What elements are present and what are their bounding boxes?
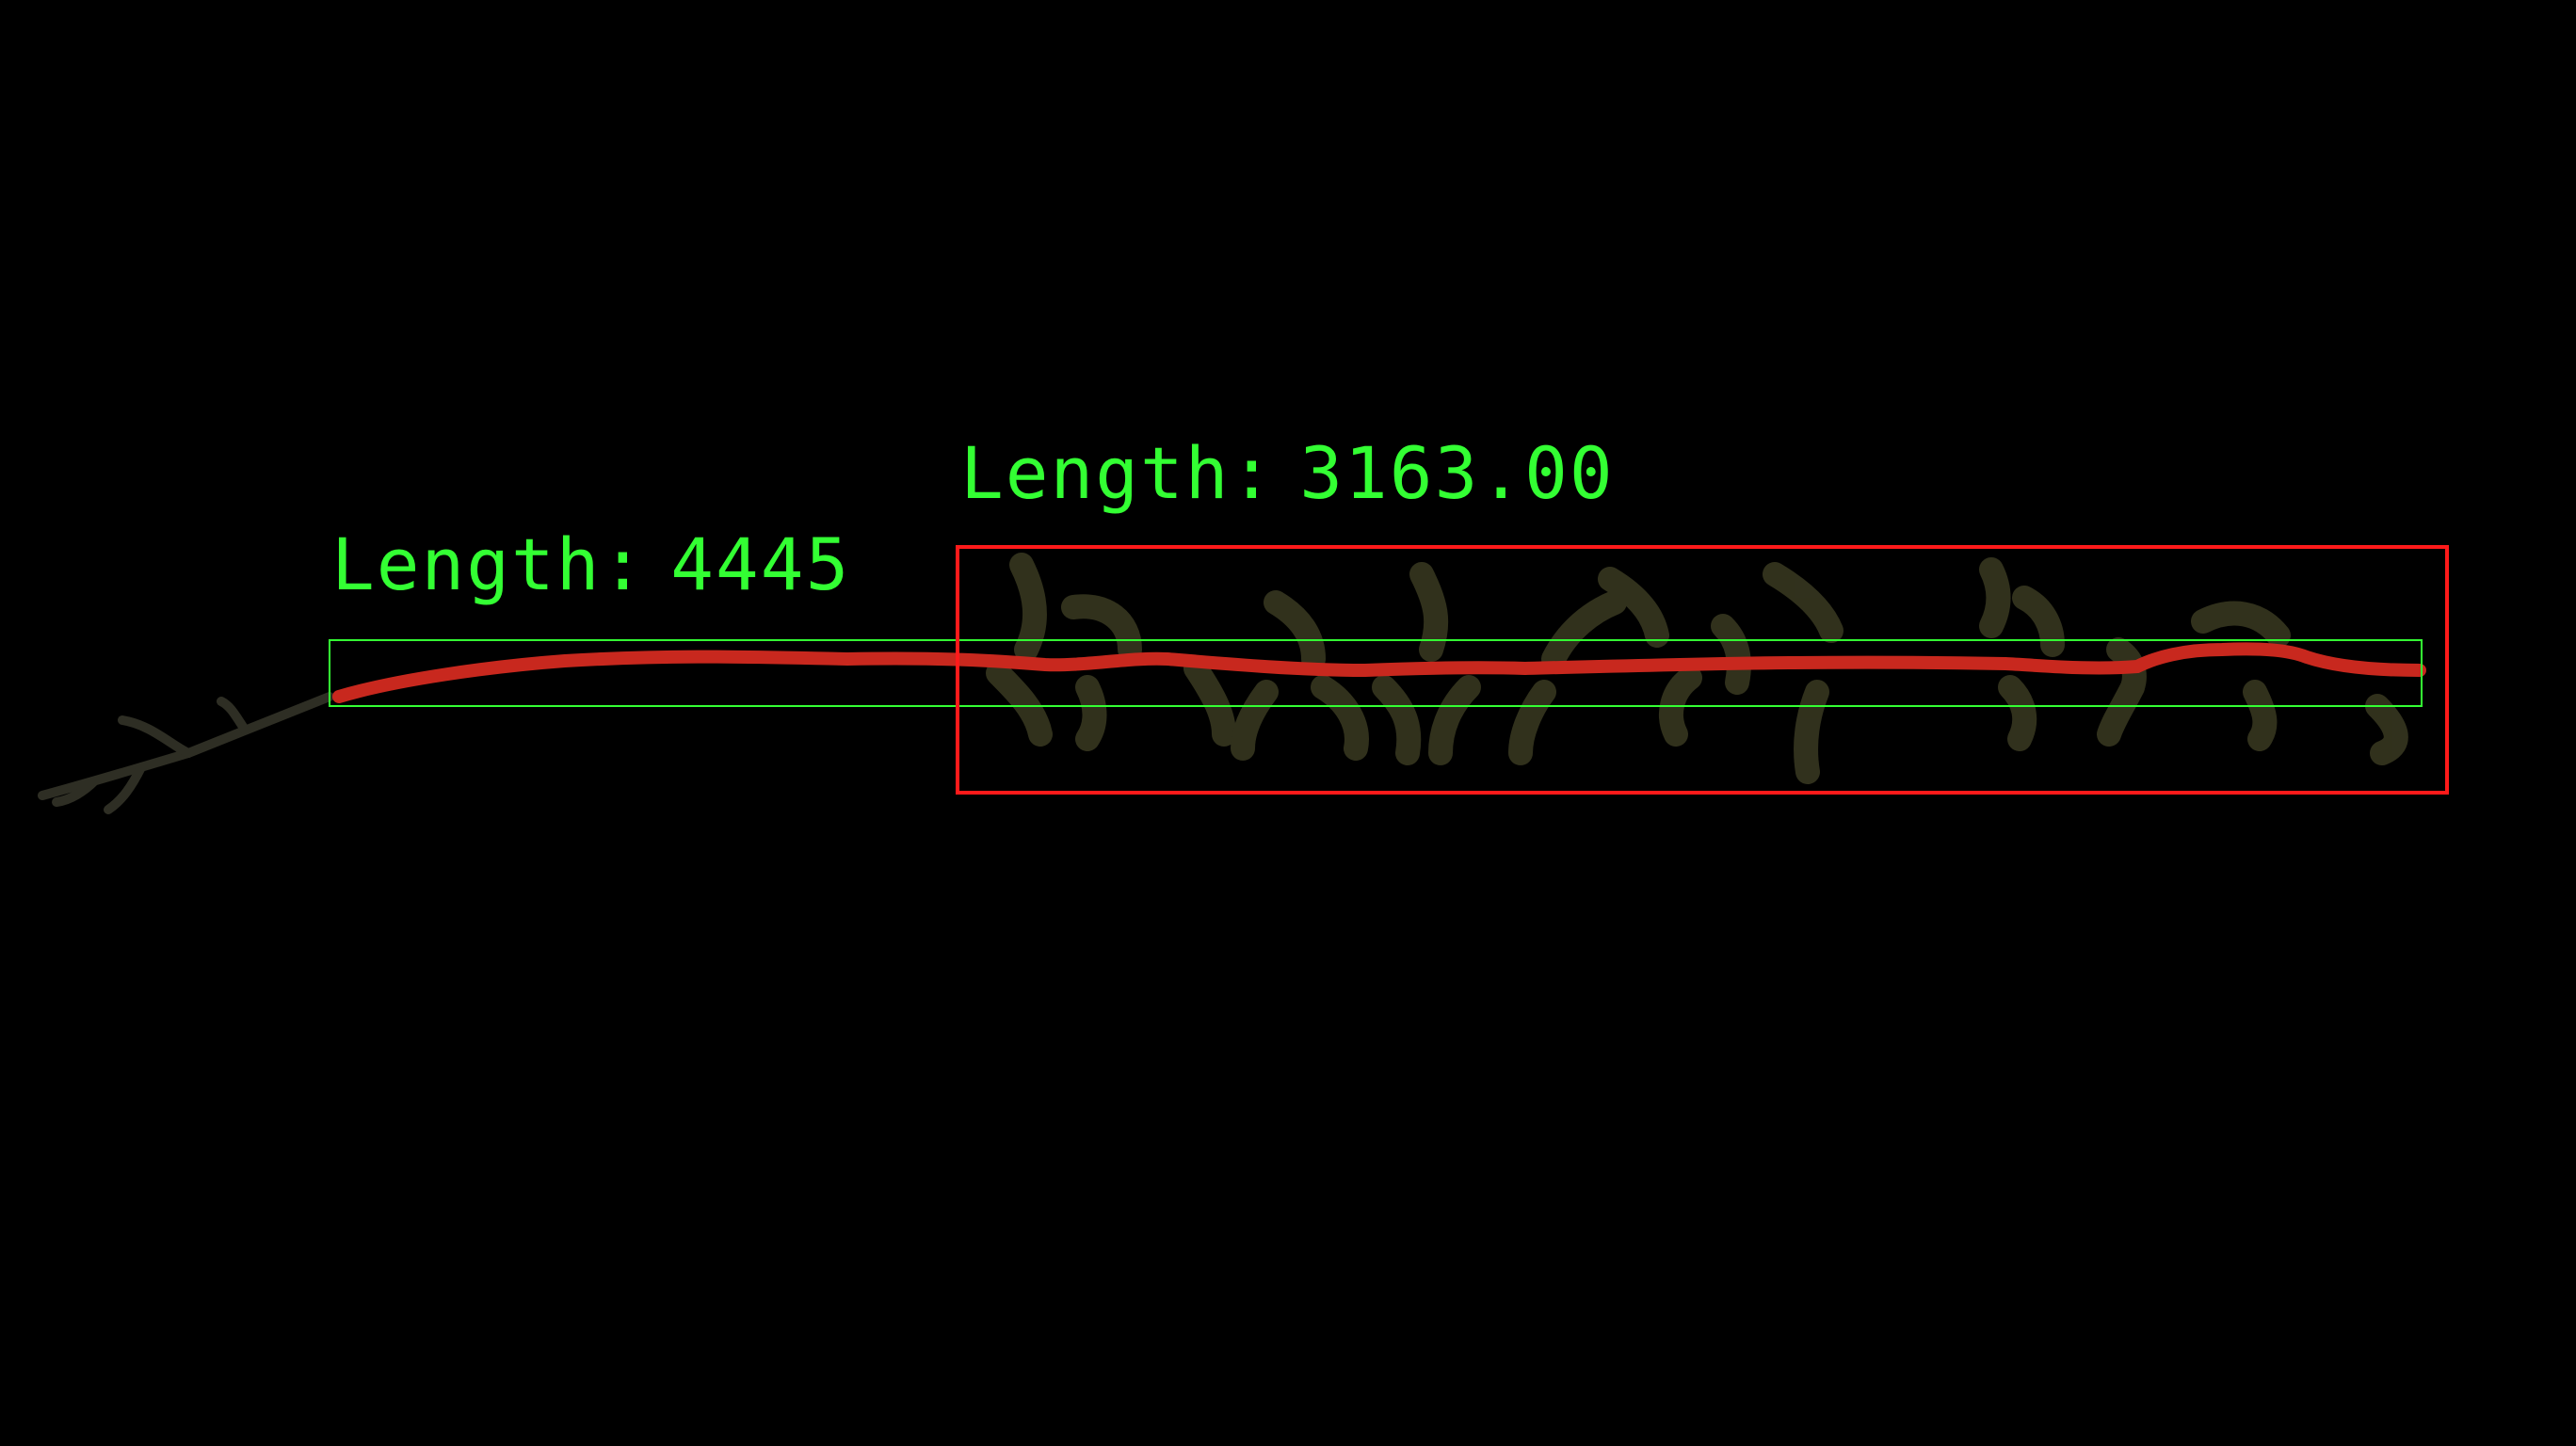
pod-region-length-prefix: Length:	[960, 431, 1276, 515]
stem-bounding-box	[329, 639, 2423, 707]
pod-region-length-label: Length: 3163.00	[960, 438, 1615, 509]
pod-region-bounding-box	[956, 545, 2449, 795]
stem-overlay	[332, 642, 2426, 703]
seed-pods	[986, 553, 2408, 784]
stem-length-label: Length: 4445	[331, 529, 850, 601]
stem-length-prefix: Length:	[331, 522, 647, 606]
plant-roots	[38, 692, 334, 814]
pod-region-length-value: 3163.00	[1299, 431, 1615, 515]
stem-length-value: 4445	[670, 522, 851, 606]
